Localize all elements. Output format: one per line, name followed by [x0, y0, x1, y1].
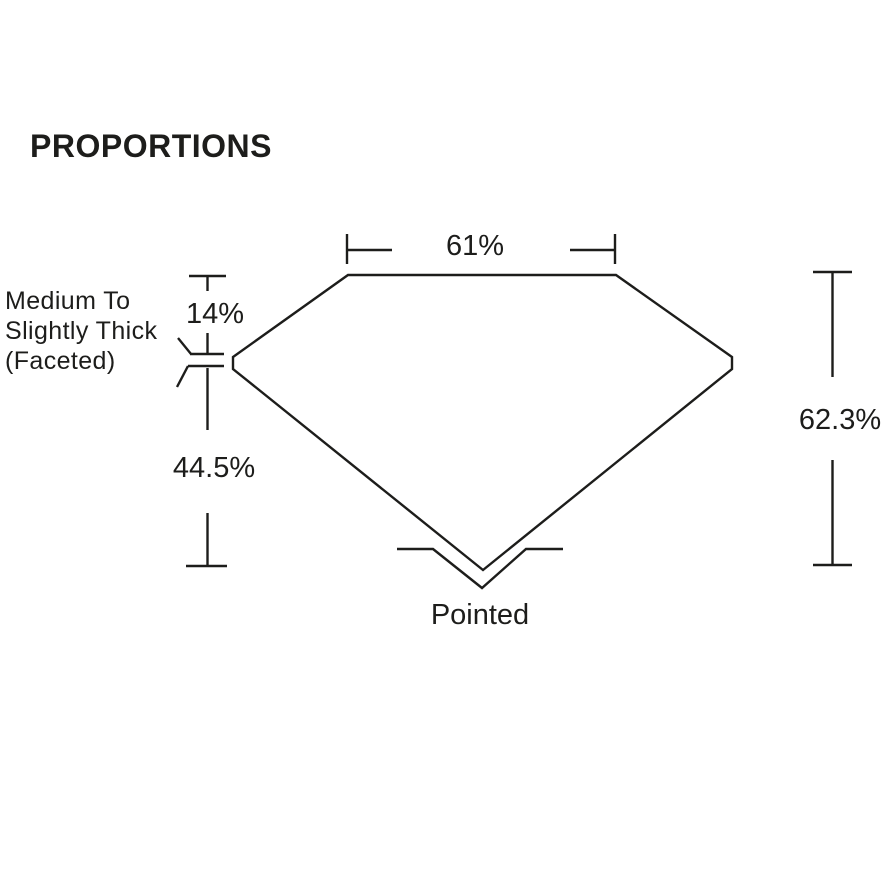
girdle-description-line1: Medium To	[5, 287, 131, 315]
crown-height-value: 14%	[185, 298, 245, 330]
total-depth-dimension	[813, 270, 852, 567]
girdle-lower-diagonal	[175, 365, 190, 388]
page-title: PROPORTIONS	[30, 128, 272, 164]
girdle-bracket	[175, 337, 224, 388]
pavilion-depth-dimension	[186, 368, 227, 568]
table-width-dimension	[345, 234, 617, 264]
culet-label: Pointed	[430, 599, 530, 631]
total-depth-value: 62.3%	[798, 404, 882, 436]
girdle-description-line3: (Faceted)	[5, 347, 116, 375]
girdle-description-line2: Slightly Thick	[5, 317, 158, 345]
culet-callout	[397, 547, 563, 590]
girdle-upper-diagonal	[177, 337, 192, 355]
diamond-outline	[231, 273, 734, 572]
table-width-value: 61%	[445, 230, 505, 262]
pavilion-depth-value: 44.5%	[172, 452, 256, 484]
girdle-description: Medium To Slightly Thick (Faceted)	[5, 286, 157, 376]
crown-height-dimension	[189, 274, 226, 354]
